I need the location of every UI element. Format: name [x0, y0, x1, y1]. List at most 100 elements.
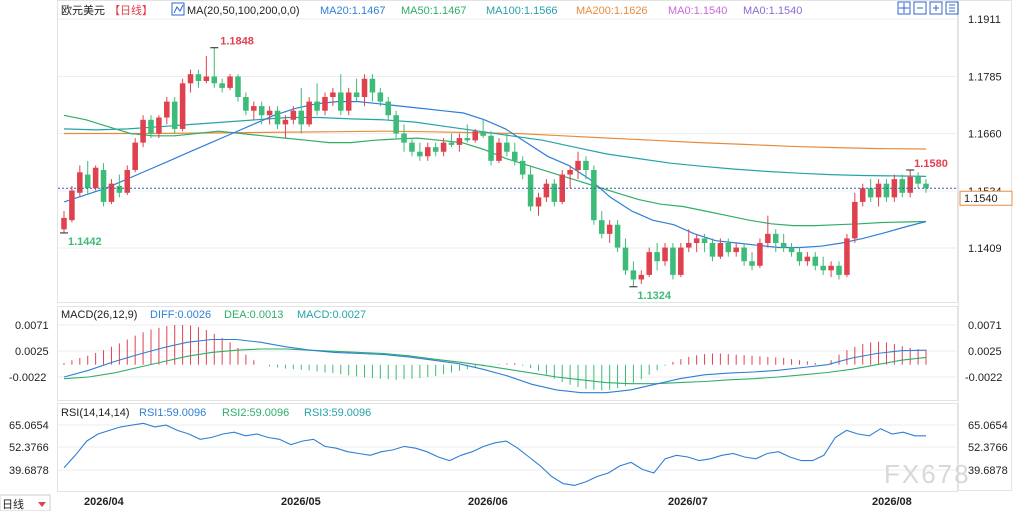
current-price-tag: 1.1540	[959, 190, 1013, 206]
period-button[interactable]: 日线	[0, 494, 51, 511]
candle-body	[235, 76, 241, 98]
candle-body	[345, 92, 352, 111]
candle-body	[84, 174, 91, 189]
macd-diff: DIFF:0.0026	[150, 309, 211, 321]
candle-body	[701, 238, 708, 243]
candle-body	[915, 176, 921, 184]
candle-body	[116, 185, 123, 193]
candle-body	[472, 131, 478, 141]
candle-body	[812, 256, 819, 266]
macd-tick: -0.0022	[9, 372, 46, 384]
candle-body	[330, 92, 336, 98]
rsi1-value: RSI1:59.0096	[139, 407, 206, 419]
crosshair-icon[interactable]	[897, 1, 911, 15]
candle-body	[646, 252, 652, 275]
candle-body	[448, 142, 455, 145]
candle-body	[749, 261, 755, 266]
candle-body	[203, 76, 210, 82]
candle-body	[875, 183, 882, 198]
candle-body	[527, 174, 534, 207]
low2-annotation: 1.1324	[637, 290, 672, 302]
candle-body	[258, 106, 265, 116]
zoom-in-icon[interactable]	[929, 1, 943, 15]
candle-body	[148, 119, 154, 134]
candle-body	[820, 265, 826, 271]
rsi-tick: 65.0654	[968, 420, 1008, 432]
candle-body	[670, 247, 676, 275]
candle-body	[108, 183, 115, 202]
candle-body	[606, 224, 613, 234]
candle-body	[100, 169, 107, 202]
rsi-tick: 52.3766	[968, 442, 1008, 454]
macd-tick: 0.0025	[968, 346, 1002, 358]
macd-series	[63, 325, 927, 394]
ma0-value-b: MA0:1.1540	[743, 5, 802, 17]
chevron-down-icon	[38, 502, 46, 507]
candle-body	[432, 147, 439, 152]
candle-body	[859, 188, 866, 202]
candle-body	[195, 74, 202, 82]
rsi-header: RSI(14,14,14) RSI1:59.0096 RSI2:59.0096 …	[61, 407, 371, 419]
candle-body	[535, 197, 542, 207]
candle-body	[77, 172, 83, 193]
period-button-label: 日线	[2, 497, 24, 511]
candle-body	[338, 92, 344, 111]
candle-body	[480, 131, 486, 136]
candle-body	[622, 247, 629, 271]
candle-body	[298, 110, 305, 125]
rsi-tick: 65.0654	[9, 420, 49, 432]
date-tick: 2026/04	[84, 496, 125, 508]
candle-body	[290, 110, 297, 120]
date-tick: 2026/06	[468, 496, 508, 508]
candle-body	[417, 151, 423, 157]
candle-body	[567, 169, 573, 175]
candle-body	[575, 160, 581, 170]
ma50-line	[63, 114, 927, 227]
price-tick: 1.1911	[968, 14, 1001, 26]
candle-body	[61, 217, 67, 230]
candle-body	[591, 169, 597, 221]
ma100-line	[63, 116, 927, 177]
indicator-icon[interactable]	[171, 2, 185, 16]
candle-body	[867, 188, 874, 198]
high2-annotation: 1.1580	[914, 158, 948, 170]
candle-body	[187, 74, 194, 84]
macd-label: MACD(26,12,9)	[61, 309, 137, 321]
macd-diff-line	[63, 338, 927, 394]
candle-body	[440, 142, 447, 152]
macd-axis-right: 0.0071 0.0025 -0.0022	[965, 320, 1002, 384]
rsi-axis-left: 65.0654 52.3766 39.6878	[9, 420, 49, 477]
date-tick: 2026/07	[668, 496, 708, 508]
macd-header: MACD(26,12,9) DIFF:0.0026 DEA:0.0013 MAC…	[61, 309, 366, 321]
candle-body	[836, 265, 842, 275]
candle-body	[828, 265, 834, 271]
settings-icon[interactable]	[945, 1, 959, 15]
low-annotation: 1.1442	[68, 236, 102, 248]
macd-dea: DEA:0.0013	[224, 309, 283, 321]
price-axis: 1.1911 1.1785 1.1660 1.1534 1.1409	[968, 14, 1002, 255]
candle-body	[140, 119, 146, 143]
date-tick: 2026/05	[281, 496, 321, 508]
candle-body	[685, 242, 692, 248]
candle-body	[883, 183, 890, 198]
candle-body	[377, 92, 384, 102]
macd-tick: 0.0071	[968, 320, 1002, 332]
rsi-axis-right: 65.0654 52.3766 39.6878	[968, 420, 1008, 477]
candle-body	[923, 183, 929, 189]
candle-body	[725, 242, 732, 253]
candle-body	[361, 78, 368, 98]
grid-lines	[58, 18, 958, 471]
candle-body	[662, 247, 668, 262]
candle-body	[251, 106, 257, 111]
zoom-out-icon[interactable]	[913, 1, 927, 15]
candle-body	[614, 224, 621, 248]
rsi3-value: RSI3:59.0096	[304, 407, 371, 419]
candle-body	[425, 147, 431, 157]
date-axis: 2026/04 2026/05 2026/06 2026/07 2026/08	[84, 496, 912, 508]
candle-body	[282, 119, 289, 125]
candle-body	[693, 238, 700, 243]
rsi-tick: 39.6878	[9, 465, 49, 477]
candle-body	[488, 135, 494, 161]
symbol-label: 欧元美元	[61, 4, 105, 17]
